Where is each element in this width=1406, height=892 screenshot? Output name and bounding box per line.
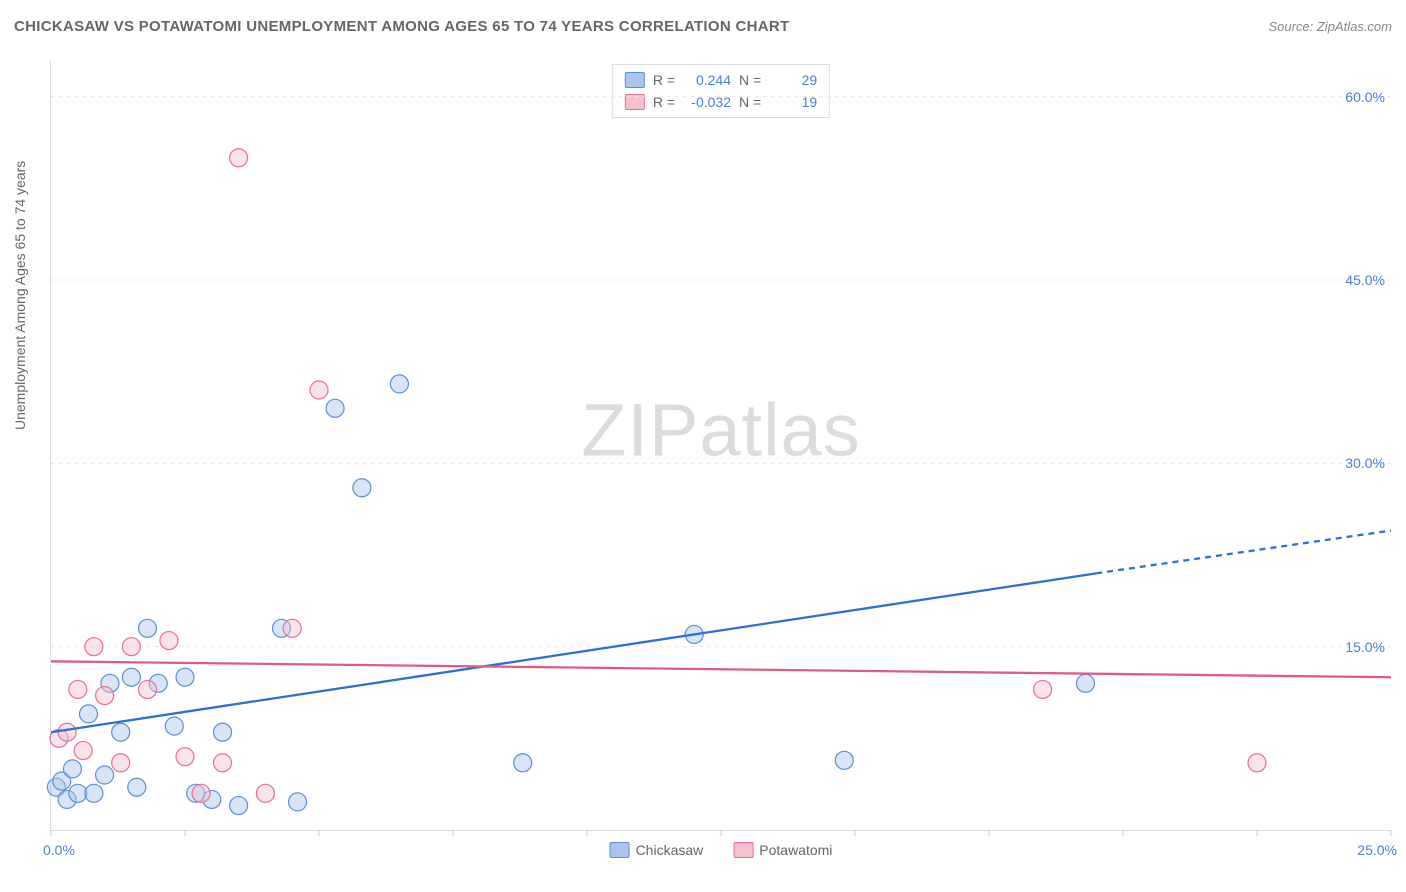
y-tick-label: 45.0% [1345, 272, 1385, 288]
data-point [1248, 754, 1266, 772]
data-point [192, 784, 210, 802]
data-point [69, 680, 87, 698]
data-point [230, 797, 248, 815]
data-point [1034, 680, 1052, 698]
y-tick-label: 60.0% [1345, 89, 1385, 105]
data-point [1076, 674, 1094, 692]
chart-svg [51, 60, 1391, 830]
legend: Chickasaw Potawatomi [610, 842, 833, 858]
x-axis-min-label: 0.0% [43, 842, 75, 858]
data-point [230, 149, 248, 167]
x-axis-max-label: 25.0% [1357, 842, 1397, 858]
legend-label-2: Potawatomi [759, 842, 832, 858]
data-point [289, 793, 307, 811]
data-point [63, 760, 81, 778]
data-point [128, 778, 146, 796]
data-point [69, 784, 87, 802]
data-point [283, 619, 301, 637]
data-point [390, 375, 408, 393]
data-point [122, 638, 140, 656]
data-point [176, 748, 194, 766]
regression-line [51, 661, 1391, 677]
data-point [160, 632, 178, 650]
data-point [138, 680, 156, 698]
data-point [214, 754, 232, 772]
legend-swatch-1 [610, 842, 630, 858]
data-point [96, 687, 114, 705]
chart-title: CHICKASAW VS POTAWATOMI UNEMPLOYMENT AMO… [14, 18, 789, 35]
legend-item-series-2: Potawatomi [733, 842, 832, 858]
y-tick-label: 30.0% [1345, 455, 1385, 471]
source-label: Source: ZipAtlas.com [1268, 19, 1392, 34]
y-axis-title: Unemployment Among Ages 65 to 74 years [12, 161, 28, 430]
title-bar: CHICKASAW VS POTAWATOMI UNEMPLOYMENT AMO… [14, 18, 1392, 35]
data-point [165, 717, 183, 735]
y-tick-label: 15.0% [1345, 639, 1385, 655]
data-point [85, 638, 103, 656]
data-point [112, 754, 130, 772]
data-point [58, 723, 76, 741]
data-point [256, 784, 274, 802]
legend-item-series-1: Chickasaw [610, 842, 704, 858]
plot-area: ZIPatlas R = 0.244 N = 29 R = -0.032 N =… [50, 60, 1391, 831]
legend-label-1: Chickasaw [636, 842, 704, 858]
data-point [74, 742, 92, 760]
data-point [138, 619, 156, 637]
data-point [214, 723, 232, 741]
data-point [835, 751, 853, 769]
regression-line [51, 573, 1096, 732]
data-point [176, 668, 194, 686]
legend-swatch-2 [733, 842, 753, 858]
data-point [96, 766, 114, 784]
data-point [112, 723, 130, 741]
data-point [310, 381, 328, 399]
data-point [122, 668, 140, 686]
data-point [514, 754, 532, 772]
data-point [326, 399, 344, 417]
data-point [85, 784, 103, 802]
data-point [80, 705, 98, 723]
regression-line-extrapolated [1096, 531, 1391, 574]
data-point [353, 479, 371, 497]
